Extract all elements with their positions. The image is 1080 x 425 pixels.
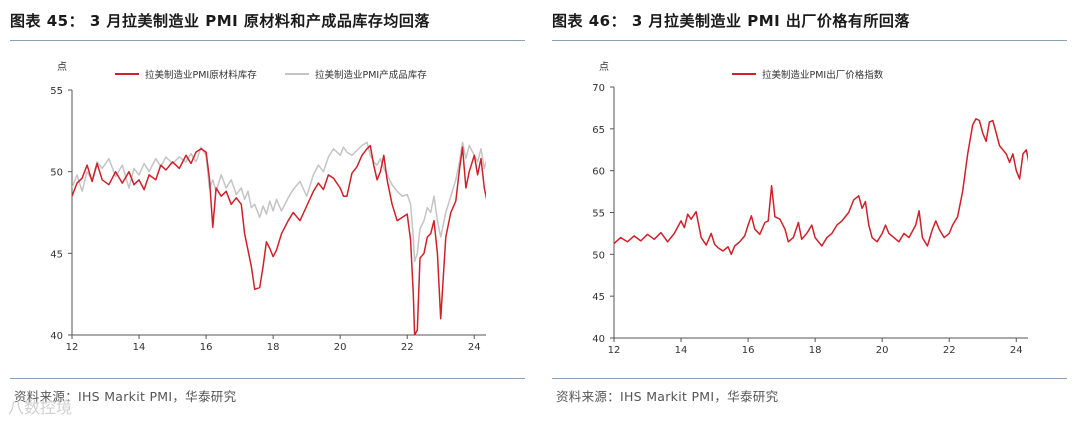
y-axis-unit: 点 [57,61,67,73]
x-tick-label: 12 [66,342,79,353]
x-tick-label: 18 [267,342,280,353]
legend-label: 拉美制造业PMI出厂价格指数 [762,69,884,81]
y-tick-label: 65 [592,125,605,136]
legend-label: 拉美制造业PMI产成品库存 [315,69,427,81]
x-tick-label: 16 [200,342,213,353]
y-tick-label: 40 [50,331,63,342]
y-tick-label: 45 [50,249,63,260]
chart-left: 点 40 45 50 55 12 14 16 18 20 22 24 拉美制造业PMI原材料库存 拉美制造… [50,61,486,353]
series-line-1 [72,144,486,335]
chart-title: 图表 46： 3 月拉美制造业 PMI 出厂价格有所回落 [552,12,910,30]
title-rule [10,40,525,41]
y-tick-label: 70 [592,83,605,94]
x-tick-label: 16 [742,345,755,356]
x-tick-label: 14 [675,345,688,356]
y-tick-label: 40 [592,334,605,345]
y-tick-label: 55 [50,86,63,97]
chart-panel-left: 图表 45： 3 月拉美制造业 PMI 原材料和产成品库存均回落 点 40 45 50… [10,0,540,425]
chart-right: 点 40 45 50 55 60 65 70 12 14 16 18 20 22 24 拉美制造业PMI出厂价… [592,61,1028,356]
series-line-2 [72,141,486,263]
x-tick-label: 20 [334,342,347,353]
source-rule [552,378,1067,379]
legend-label: 拉美制造业PMI原材料库存 [145,69,257,81]
y-tick-label: 45 [592,292,605,303]
x-tick-label: 22 [943,345,956,356]
y-tick-label: 55 [592,209,605,220]
x-tick-label: 22 [401,342,414,353]
y-tick-label: 50 [592,250,605,261]
source-note: 资料来源：IHS Markit PMI，华泰研究 [14,389,237,404]
x-tick-label: 18 [809,345,822,356]
x-tick-label: 14 [133,342,146,353]
x-tick-label: 24 [468,342,481,353]
x-tick-label: 20 [876,345,889,356]
chart-panel-right: 图表 46： 3 月拉美制造业 PMI 出厂价格有所回落 点 40 45 50 55 60… [552,0,1080,425]
x-tick-label: 24 [1010,345,1023,356]
series-line-1 [614,118,1028,256]
watermark: 八数控境 [8,398,73,417]
chart-title: 图表 45： 3 月拉美制造业 PMI 原材料和产成品库存均回落 [10,12,430,30]
y-tick-label: 60 [592,167,605,178]
source-rule [10,378,525,379]
y-tick-label: 50 [50,168,63,179]
x-tick-label: 12 [608,345,621,356]
title-rule [552,40,1067,41]
y-axis-unit: 点 [599,61,609,73]
source-note: 资料来源：IHS Markit PMI，华泰研究 [556,389,779,404]
